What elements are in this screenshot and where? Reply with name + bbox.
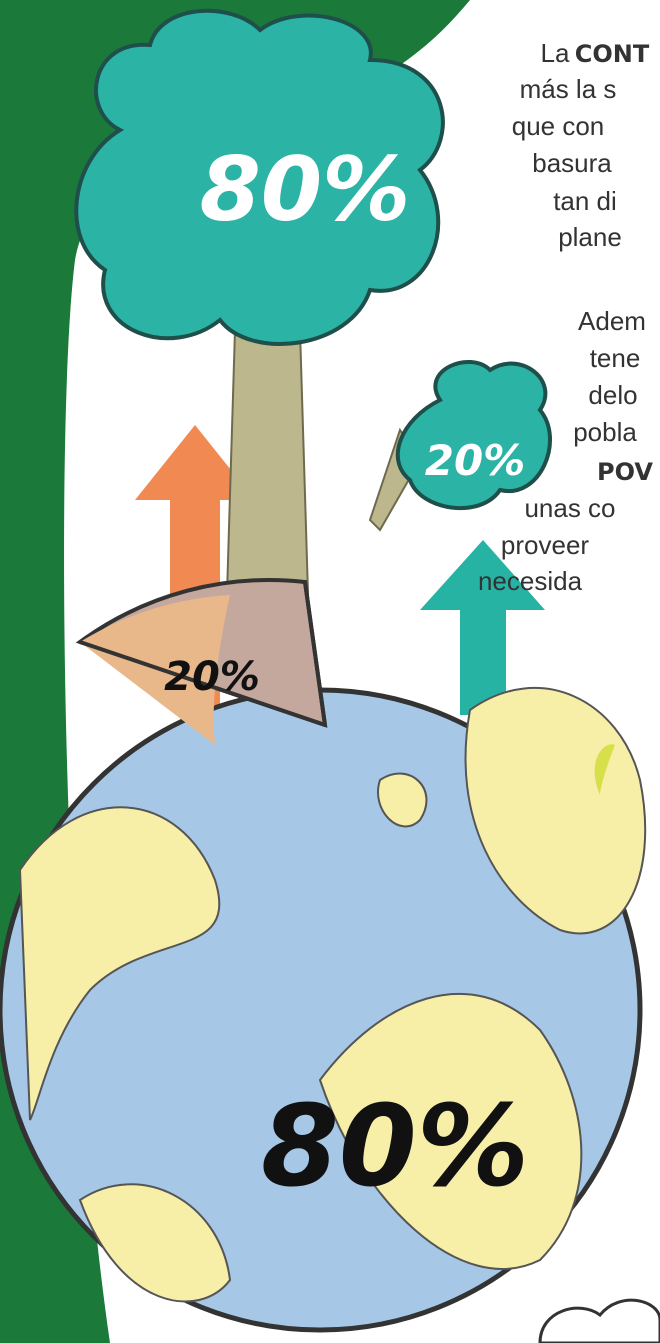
text-line: más la s xyxy=(520,74,617,104)
text-line: delo xyxy=(588,380,637,410)
accent xyxy=(594,744,615,795)
text-line: unas co xyxy=(524,493,615,523)
text-line: plane xyxy=(558,222,622,252)
text-line: Adem xyxy=(578,306,646,336)
cloud xyxy=(538,1298,660,1343)
globe-main-label: 80% xyxy=(261,1082,529,1212)
text-line: proveer xyxy=(501,530,589,560)
text-line: necesida xyxy=(478,566,583,596)
text-line: La xyxy=(541,38,570,68)
text-line: que con xyxy=(512,111,605,141)
keyword: CONT xyxy=(575,40,650,68)
text-line: basura xyxy=(532,148,612,178)
slice-edge xyxy=(303,581,327,726)
land xyxy=(18,686,647,1303)
text-block: La CONT más la s que con basura tan di plane Ad… xyxy=(478,38,653,596)
slice-edge xyxy=(79,640,326,727)
text-line: tene xyxy=(590,343,641,373)
tree-small-label: 20% xyxy=(425,436,526,485)
small-crown xyxy=(395,359,552,511)
pie-slice-land xyxy=(80,595,230,745)
tree-large-label: 80% xyxy=(200,138,411,241)
text-line: pobla xyxy=(573,417,637,447)
text-line: tan di xyxy=(553,186,617,216)
globe-slice-label: 20% xyxy=(164,654,260,700)
arrow-head xyxy=(135,425,255,500)
arrow-head xyxy=(420,540,545,610)
big-crown xyxy=(74,8,445,346)
keyword: POV xyxy=(597,458,653,486)
